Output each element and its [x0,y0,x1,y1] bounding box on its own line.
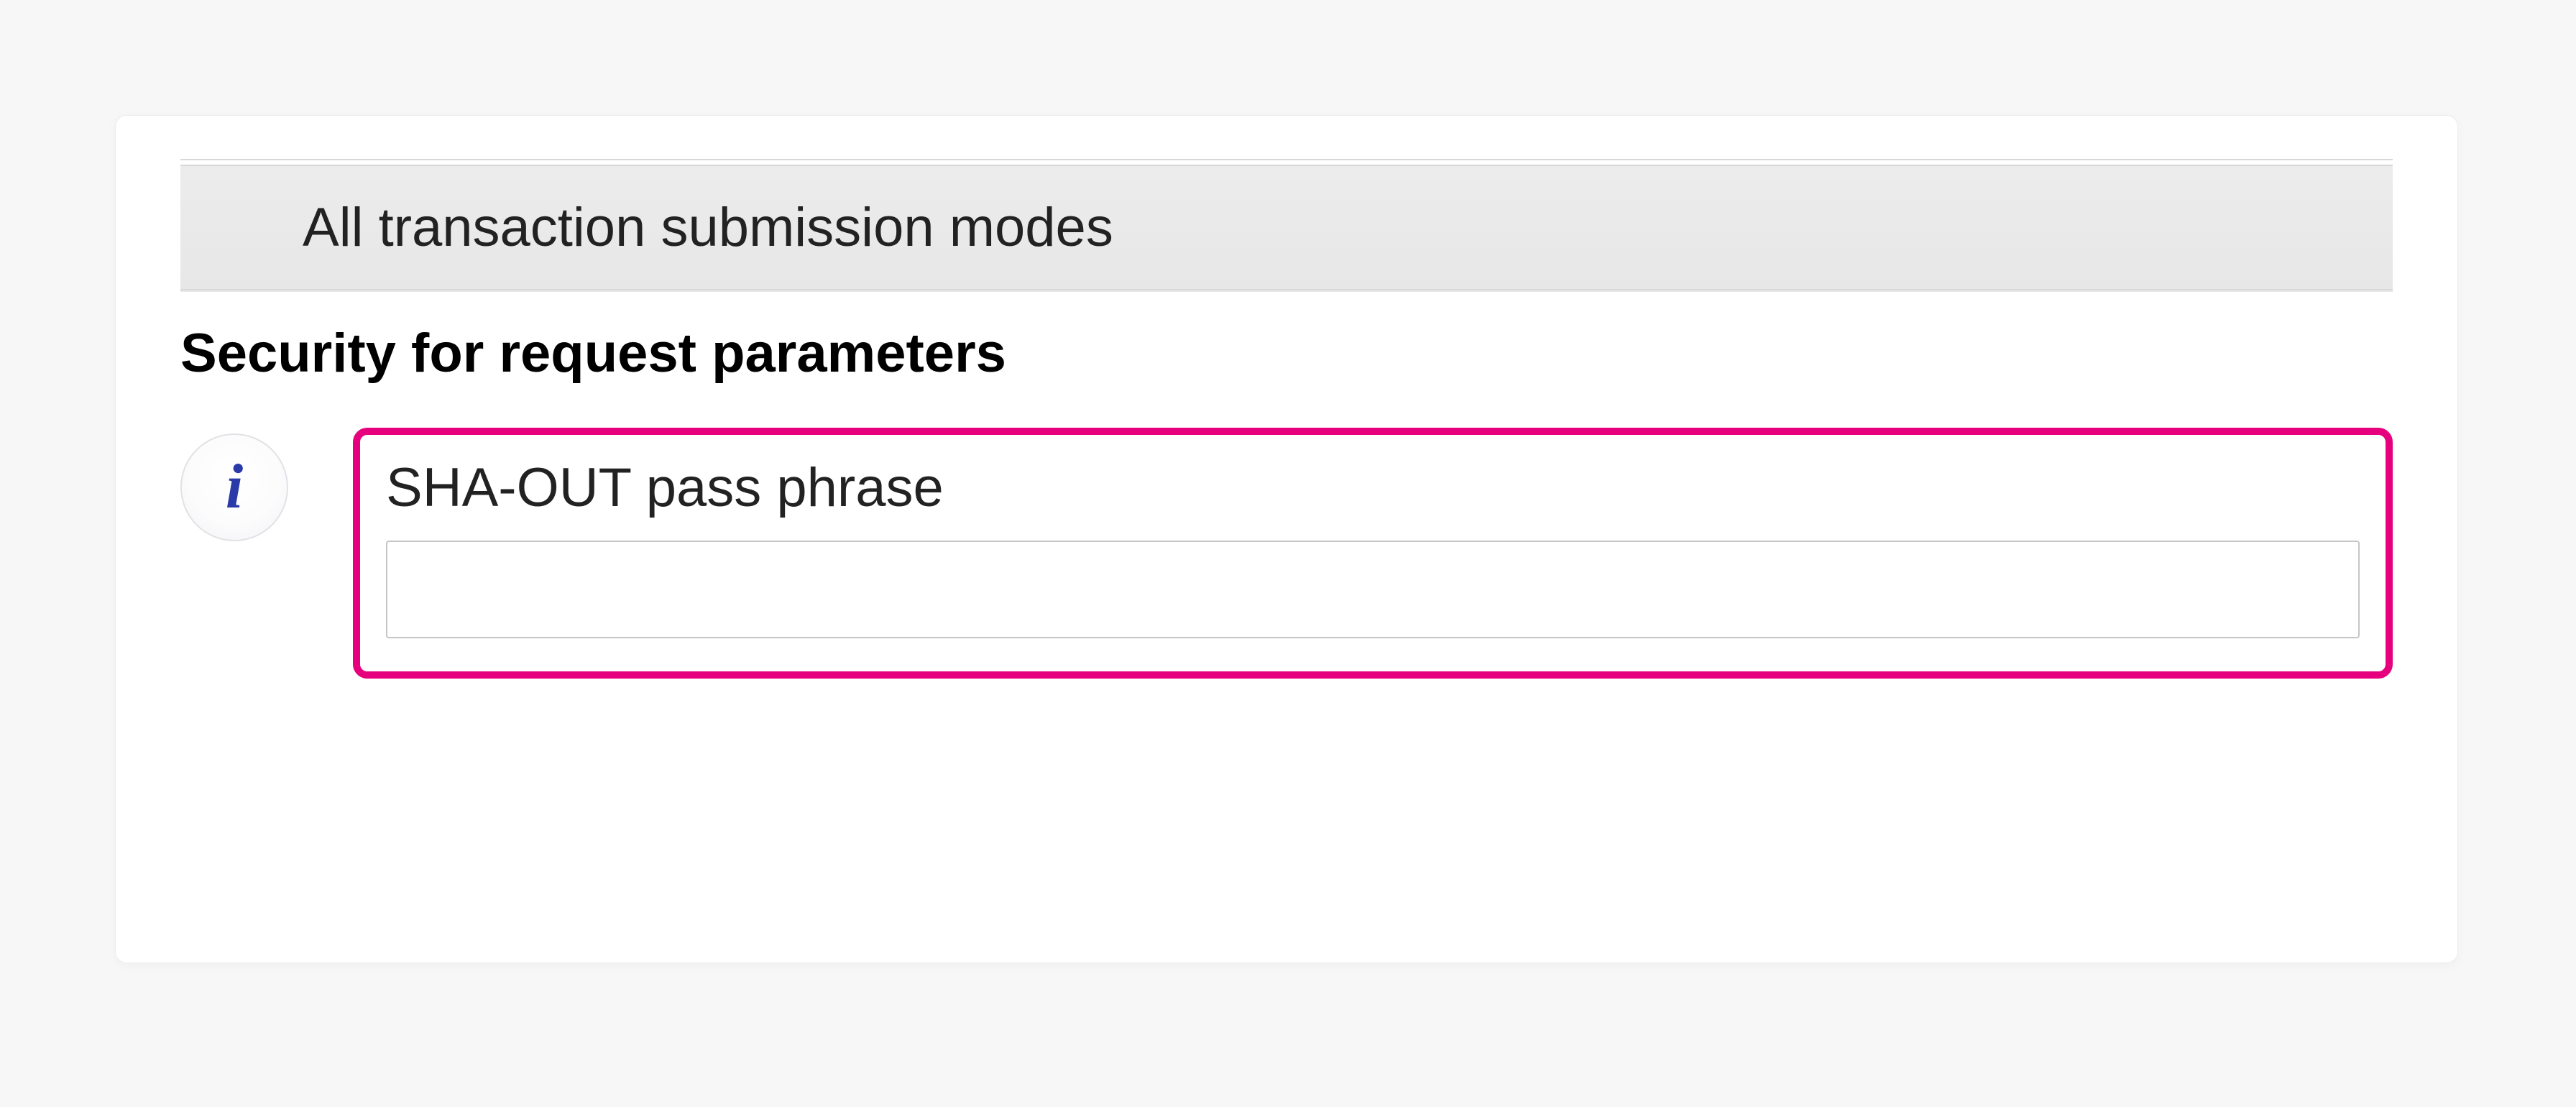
divider [180,159,2393,160]
section-banner: All transaction submission modes [180,165,2393,290]
sha-out-label: SHA-OUT pass phrase [386,456,2360,519]
settings-card: All transaction submission modes Securit… [115,115,2458,963]
sha-out-passphrase-input[interactable] [386,541,2360,638]
sha-out-field-row: i SHA-OUT pass phrase [180,428,2393,679]
sha-out-highlight-box: SHA-OUT pass phrase [353,428,2393,679]
info-icon-glyph: i [226,456,243,519]
divider [180,290,2393,292]
info-icon[interactable]: i [180,433,288,541]
banner-title: All transaction submission modes [303,197,1113,258]
section-heading: Security for request parameters [180,305,2393,402]
info-icon-wrap: i [180,433,288,541]
